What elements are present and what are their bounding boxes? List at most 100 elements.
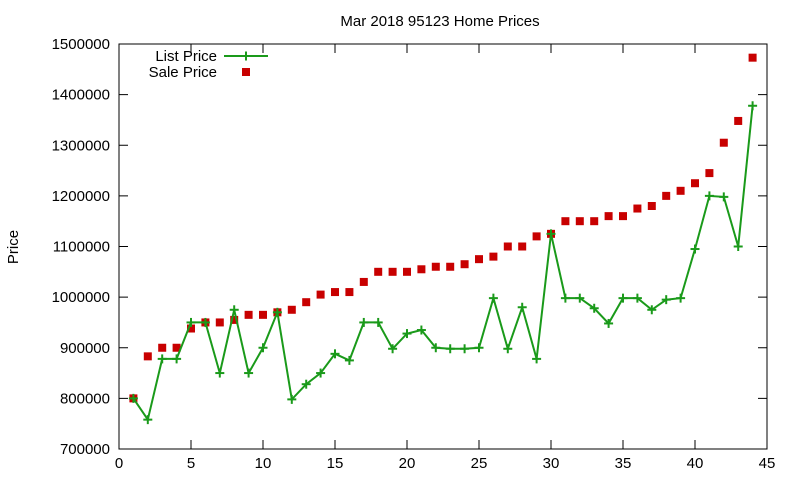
- x-tick-label: 40: [687, 455, 704, 472]
- sale-price-point: [302, 298, 311, 307]
- list-price-point: [431, 343, 441, 353]
- sale-price-point: [417, 265, 426, 274]
- list-price-point: [733, 242, 743, 251]
- list-price-point: [445, 344, 455, 354]
- list-price-point: [157, 354, 167, 364]
- list-price-point: [330, 349, 340, 359]
- x-tick-label: 15: [327, 455, 344, 472]
- sale-price-point: [633, 204, 642, 213]
- list-price-point: [186, 317, 196, 327]
- sale-price-point: [316, 290, 325, 299]
- y-tick-label: 800000: [60, 390, 110, 407]
- sale-price-point: [230, 315, 239, 324]
- list-price-point: [143, 415, 153, 425]
- sale-price-point: [489, 252, 498, 261]
- list-price-line: [132, 105, 754, 423]
- sale-price-point: [374, 267, 383, 276]
- sale-price-point: [172, 343, 181, 352]
- list-price-point: [589, 303, 599, 313]
- y-tick-label: 1500000: [52, 36, 110, 53]
- list-price-point: [301, 379, 311, 389]
- x-tick-label: 5: [187, 455, 195, 472]
- sale-price-point: [187, 324, 195, 333]
- list-price-point: [316, 368, 326, 378]
- y-axis-label: Price: [5, 230, 22, 264]
- sale-price-point: [287, 305, 296, 314]
- sale-price-point: [215, 318, 224, 327]
- x-tick-label: 30: [543, 455, 560, 472]
- list-price-point: [373, 317, 383, 327]
- sale-price-point: [446, 262, 455, 271]
- sale-price-point: [532, 232, 541, 241]
- list-price-point: [604, 318, 614, 328]
- list-price-point: [632, 293, 642, 303]
- list-price-point: [474, 343, 484, 353]
- sale-price-point: [431, 262, 440, 271]
- sale-price-point: [158, 343, 167, 352]
- y-tick-label: 1400000: [52, 87, 110, 104]
- list-price-point: [344, 355, 354, 365]
- list-price-point: [272, 307, 282, 317]
- plot-area: 700000 800000 900000 1000000 1100000 1200000 1…: [52, 36, 776, 472]
- sale-price-point: [604, 212, 613, 221]
- list-price-point: [258, 343, 268, 353]
- list-price-point: [690, 244, 700, 254]
- sale-price-point: [575, 217, 584, 226]
- list-price-point: [618, 293, 628, 303]
- list-price-point: [128, 393, 138, 403]
- sale-price-point: [143, 352, 152, 361]
- y-tick-label: 1100000: [53, 239, 110, 256]
- list-price-point: [704, 191, 714, 201]
- list-price-point: [287, 394, 297, 404]
- list-price-point: [416, 325, 426, 335]
- list-price-point: [503, 344, 513, 354]
- list-price-point: [488, 293, 498, 303]
- list-price-point: [661, 295, 671, 305]
- x-tick-label: 10: [255, 455, 272, 472]
- list-price-point: [560, 293, 570, 303]
- sale-price-point: [503, 242, 512, 251]
- list-price-point: [546, 229, 556, 239]
- sale-price-point: [748, 53, 757, 62]
- sale-price-point: [359, 277, 368, 286]
- sale-price-point: [705, 169, 714, 178]
- y-tick-label: 700000: [60, 441, 110, 458]
- x-tick-label: 35: [615, 455, 632, 472]
- sale-price-point: [388, 267, 397, 276]
- sale-price-point: [734, 116, 743, 125]
- list-price-point: [215, 368, 225, 378]
- legend-label-sale-price: Sale Price: [149, 64, 217, 81]
- y-tick-label: 1300000: [52, 137, 110, 154]
- list-price-point: [748, 101, 758, 111]
- list-price-point: [575, 293, 585, 303]
- list-price-point: [532, 354, 542, 364]
- sale-price-point: [676, 186, 685, 195]
- sale-price-point: [590, 217, 599, 226]
- sale-price-point: [331, 288, 339, 297]
- x-tick-label: 45: [759, 455, 776, 472]
- sale-price-point: [244, 310, 253, 319]
- sale-price-point: [662, 191, 671, 200]
- y-tick-label: 1000000: [52, 289, 110, 306]
- list-price-point: [402, 329, 412, 339]
- sale-price-point: [691, 179, 699, 188]
- legend-label-list-price: List Price: [155, 48, 217, 65]
- x-tick-label: 0: [115, 455, 123, 472]
- list-price-point: [676, 293, 686, 303]
- list-price-point: [359, 317, 369, 327]
- list-price-point: [172, 354, 182, 364]
- y-tick-label: 900000: [60, 340, 110, 357]
- chart-title: Mar 2018 95123 Home Prices: [340, 13, 539, 30]
- list-price-point: [229, 305, 239, 315]
- sale-price-point: [403, 267, 411, 276]
- sale-price-point: [647, 202, 656, 210]
- list-price-point: [647, 305, 657, 315]
- list-price-point: [200, 317, 210, 327]
- sale-price-point: [345, 288, 354, 297]
- sale-price-point: [518, 242, 527, 251]
- sale-price-point: [619, 212, 627, 221]
- sale-price-point: [259, 310, 267, 319]
